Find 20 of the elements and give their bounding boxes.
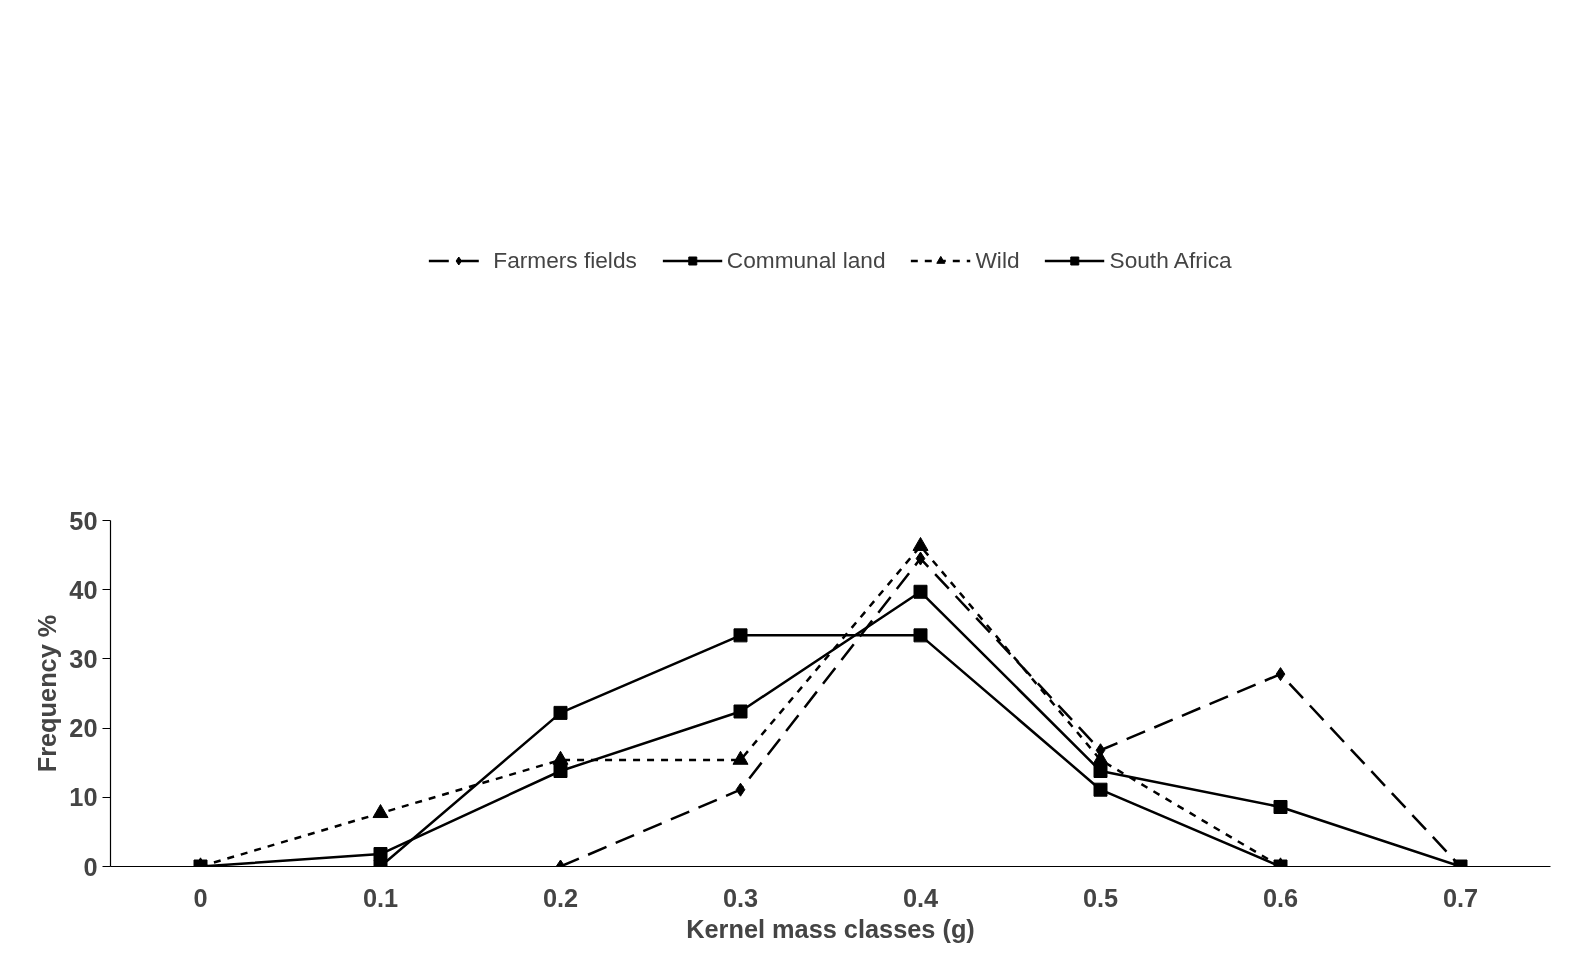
x-tick-label: 0.5 (1082, 883, 1119, 912)
y-tick-label: 10 (69, 783, 98, 812)
y-tick-label: 40 (69, 575, 98, 604)
y-tick-label: 0 (83, 852, 98, 881)
legend-label: Wild (975, 246, 1020, 274)
x-tick-label: 0.6 (1262, 883, 1299, 912)
x-tick-label: 0.3 (722, 883, 759, 912)
x-tick-label: 0.4 (902, 883, 939, 912)
x-tick-label: 0 (193, 883, 208, 912)
x-tick-label: 0.2 (542, 883, 579, 912)
y-axis-title: Frequency % (33, 614, 62, 773)
x-tick-label: 0.1 (362, 883, 399, 912)
legend-label: Farmers fields (493, 246, 637, 274)
y-tick-label: 20 (69, 714, 98, 743)
legend-label: Communal land (726, 246, 886, 274)
legend-label: South Africa (1109, 246, 1232, 274)
y-tick-label: 30 (69, 644, 98, 673)
x-axis-title: Kernel mass classes (g) (686, 914, 975, 943)
y-tick-label: 50 (69, 506, 98, 535)
x-tick-label: 0.7 (1442, 883, 1479, 912)
